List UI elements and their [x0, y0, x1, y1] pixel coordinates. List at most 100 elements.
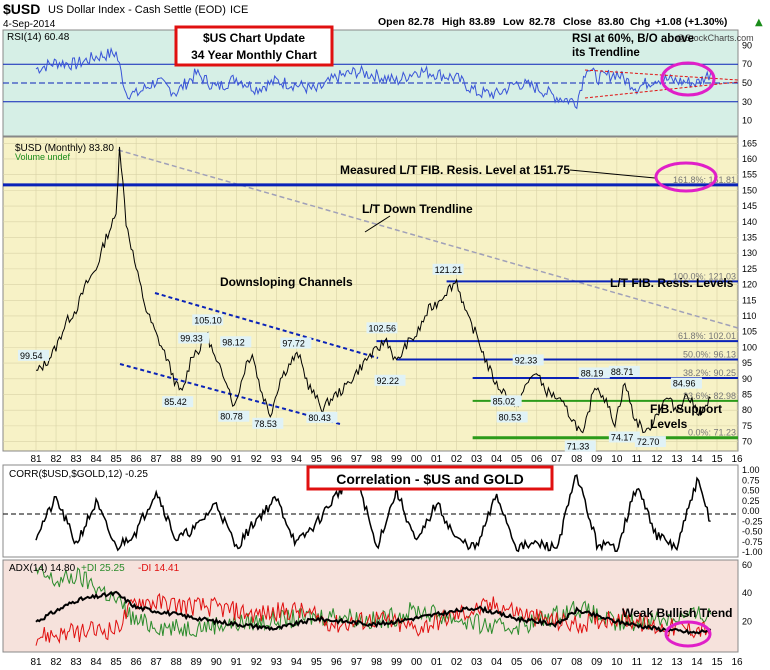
- chart-update-line2: 34 Year Monthly Chart: [191, 48, 317, 62]
- x-tick-label: 81: [30, 454, 42, 465]
- price-value-label: 78.53: [254, 419, 277, 429]
- x-tick-label: 01: [431, 454, 443, 465]
- fib-support-annotation: FIB. Support Levels: [650, 402, 722, 431]
- rsi-axis: 90 70 50 30 10: [742, 40, 752, 125]
- channel-upper: [154, 292, 379, 359]
- price-tick-label: 140: [742, 217, 757, 227]
- x-tick-label: 86: [131, 454, 143, 465]
- x-tick-label: 04: [491, 657, 503, 668]
- fib-label-f000: 0.0%: 71.23: [688, 428, 736, 438]
- x-tick-label: 05: [511, 454, 523, 465]
- x-tick-label: 85: [111, 657, 123, 668]
- close-value: 83.80: [598, 16, 624, 28]
- price-label-bg: [178, 332, 210, 344]
- price-labels: 99.54 105.10 99.33 98.12 97.72 102.56 121.21 92…: [17, 263, 702, 452]
- corr-tick-label: -0.50: [742, 527, 763, 537]
- fib-label-f100: 100.0%: 121.03: [673, 271, 736, 281]
- corr-tick-label: 0.75: [742, 475, 760, 485]
- x-tick-label: 83: [70, 454, 82, 465]
- x-tick-label: 89: [191, 454, 203, 465]
- x-tick-label: 02: [451, 657, 463, 668]
- price-label-bg: [220, 336, 252, 348]
- price-label-bg: [162, 396, 194, 408]
- fib-label-f161: 161.8%: 151.81: [673, 175, 736, 185]
- price-value-label: 105.10: [194, 315, 222, 325]
- open-label: Open: [378, 16, 405, 28]
- x-tick-label: 12: [651, 657, 663, 668]
- price-label-bg: [252, 417, 284, 429]
- volume-legend: Volume undef: [15, 152, 71, 162]
- price-tick-label: 150: [742, 185, 757, 195]
- x-tick-label: 86: [131, 657, 143, 668]
- price-label-bg: [608, 365, 640, 377]
- price-value-label: 88.71: [611, 367, 634, 377]
- adx-legend: ADX(14) 14.80: [9, 563, 76, 574]
- x-tick-label: 08: [571, 657, 583, 668]
- x-tick-label: 97: [351, 454, 363, 465]
- price-tick-label: 105: [742, 327, 757, 337]
- price-value-label: 80.53: [499, 413, 522, 423]
- price-value-label: 84.96: [673, 379, 696, 389]
- rsi-line: [35, 46, 712, 110]
- adx-tick-label: 20: [742, 617, 752, 627]
- x-tick-label: 15: [711, 657, 723, 668]
- x-tick-label: 95: [311, 454, 323, 465]
- x-tick-label: 88: [171, 454, 183, 465]
- adx-tick-label: 60: [742, 560, 752, 570]
- minus-di-legend: -DI 14.41: [138, 563, 180, 574]
- exchange: ICE: [230, 4, 248, 16]
- price-tick-label: 115: [742, 295, 756, 305]
- high-label: High: [442, 16, 465, 28]
- x-tick-label: 98: [371, 657, 383, 668]
- price-label-bg: [496, 411, 528, 423]
- open-value: 82.78: [408, 16, 434, 28]
- x-tick-label: 04: [491, 454, 503, 465]
- price-tick-label: 100: [742, 342, 757, 352]
- chart-update-line1: $US Chart Update: [203, 31, 305, 45]
- x-tick-label: 14: [691, 454, 703, 465]
- price-tick-label: 95: [742, 358, 752, 368]
- symbol: $USD: [3, 1, 40, 17]
- fib-resis-annotation: L/T FIB. Resis. Levels: [610, 276, 734, 290]
- x-axis-bottom: 81 82 83 84 85 86 87 88 89 90 91 92 93 94 95 96 97 98 99 00…: [30, 657, 743, 668]
- adx-axis: 60 40 20: [742, 560, 752, 627]
- fib-label-f236: 23.6%: 82.98: [683, 391, 736, 401]
- x-tick-label: 11: [632, 454, 643, 465]
- x-tick-label: 88: [171, 657, 183, 668]
- price-value-label: 74.17: [611, 432, 634, 442]
- price-label-bg: [432, 263, 464, 275]
- x-tick-label: 90: [211, 657, 223, 668]
- x-tick-label: 00: [411, 657, 423, 668]
- adx-note: Weak Bullish Trend: [622, 606, 732, 620]
- price-value-label: 71.33: [567, 441, 590, 451]
- rsi-tick-label: 90: [742, 40, 752, 50]
- x-tick-label: 16: [731, 657, 743, 668]
- up-arrow-icon: ▲: [755, 17, 763, 28]
- x-tick-label: 87: [151, 454, 163, 465]
- x-tick-label: 06: [531, 657, 543, 668]
- rsi-panel: @StockCharts.com 90 70 50 30 10 RSI(14) 60.4…: [2, 25, 754, 137]
- x-tick-label: 94: [291, 657, 303, 668]
- close-label: Close: [563, 16, 592, 28]
- price-value-label: 99.54: [20, 351, 43, 361]
- x-tick-label: 06: [531, 454, 543, 465]
- watermark: @StockCharts.com: [676, 33, 754, 43]
- price-value-label: 80.43: [308, 413, 331, 423]
- x-tick-label: 96: [331, 454, 343, 465]
- rsi-tick-label: 70: [742, 59, 752, 69]
- x-tick-label: 09: [591, 657, 603, 668]
- price-value-label: 88.19: [581, 368, 604, 378]
- rsi-tick-label: 50: [742, 78, 752, 88]
- price-label-bg: [306, 411, 338, 423]
- price-tick-label: 80: [742, 405, 752, 415]
- x-tick-label: 84: [91, 454, 103, 465]
- price-tick-label: 70: [742, 437, 752, 447]
- price-axis: 165 160 155 150 145 140 135 130 125 120 115 110 105 1…: [742, 138, 757, 446]
- x-tick-label: 87: [151, 657, 163, 668]
- corr-tick-label: 0.00: [742, 506, 760, 516]
- x-tick-label: 95: [311, 657, 323, 668]
- corr-legend: CORR($USD,$GOLD,12) -0.25: [9, 469, 148, 480]
- x-tick-label: 92: [251, 454, 263, 465]
- x-tick-label: 10: [611, 454, 623, 465]
